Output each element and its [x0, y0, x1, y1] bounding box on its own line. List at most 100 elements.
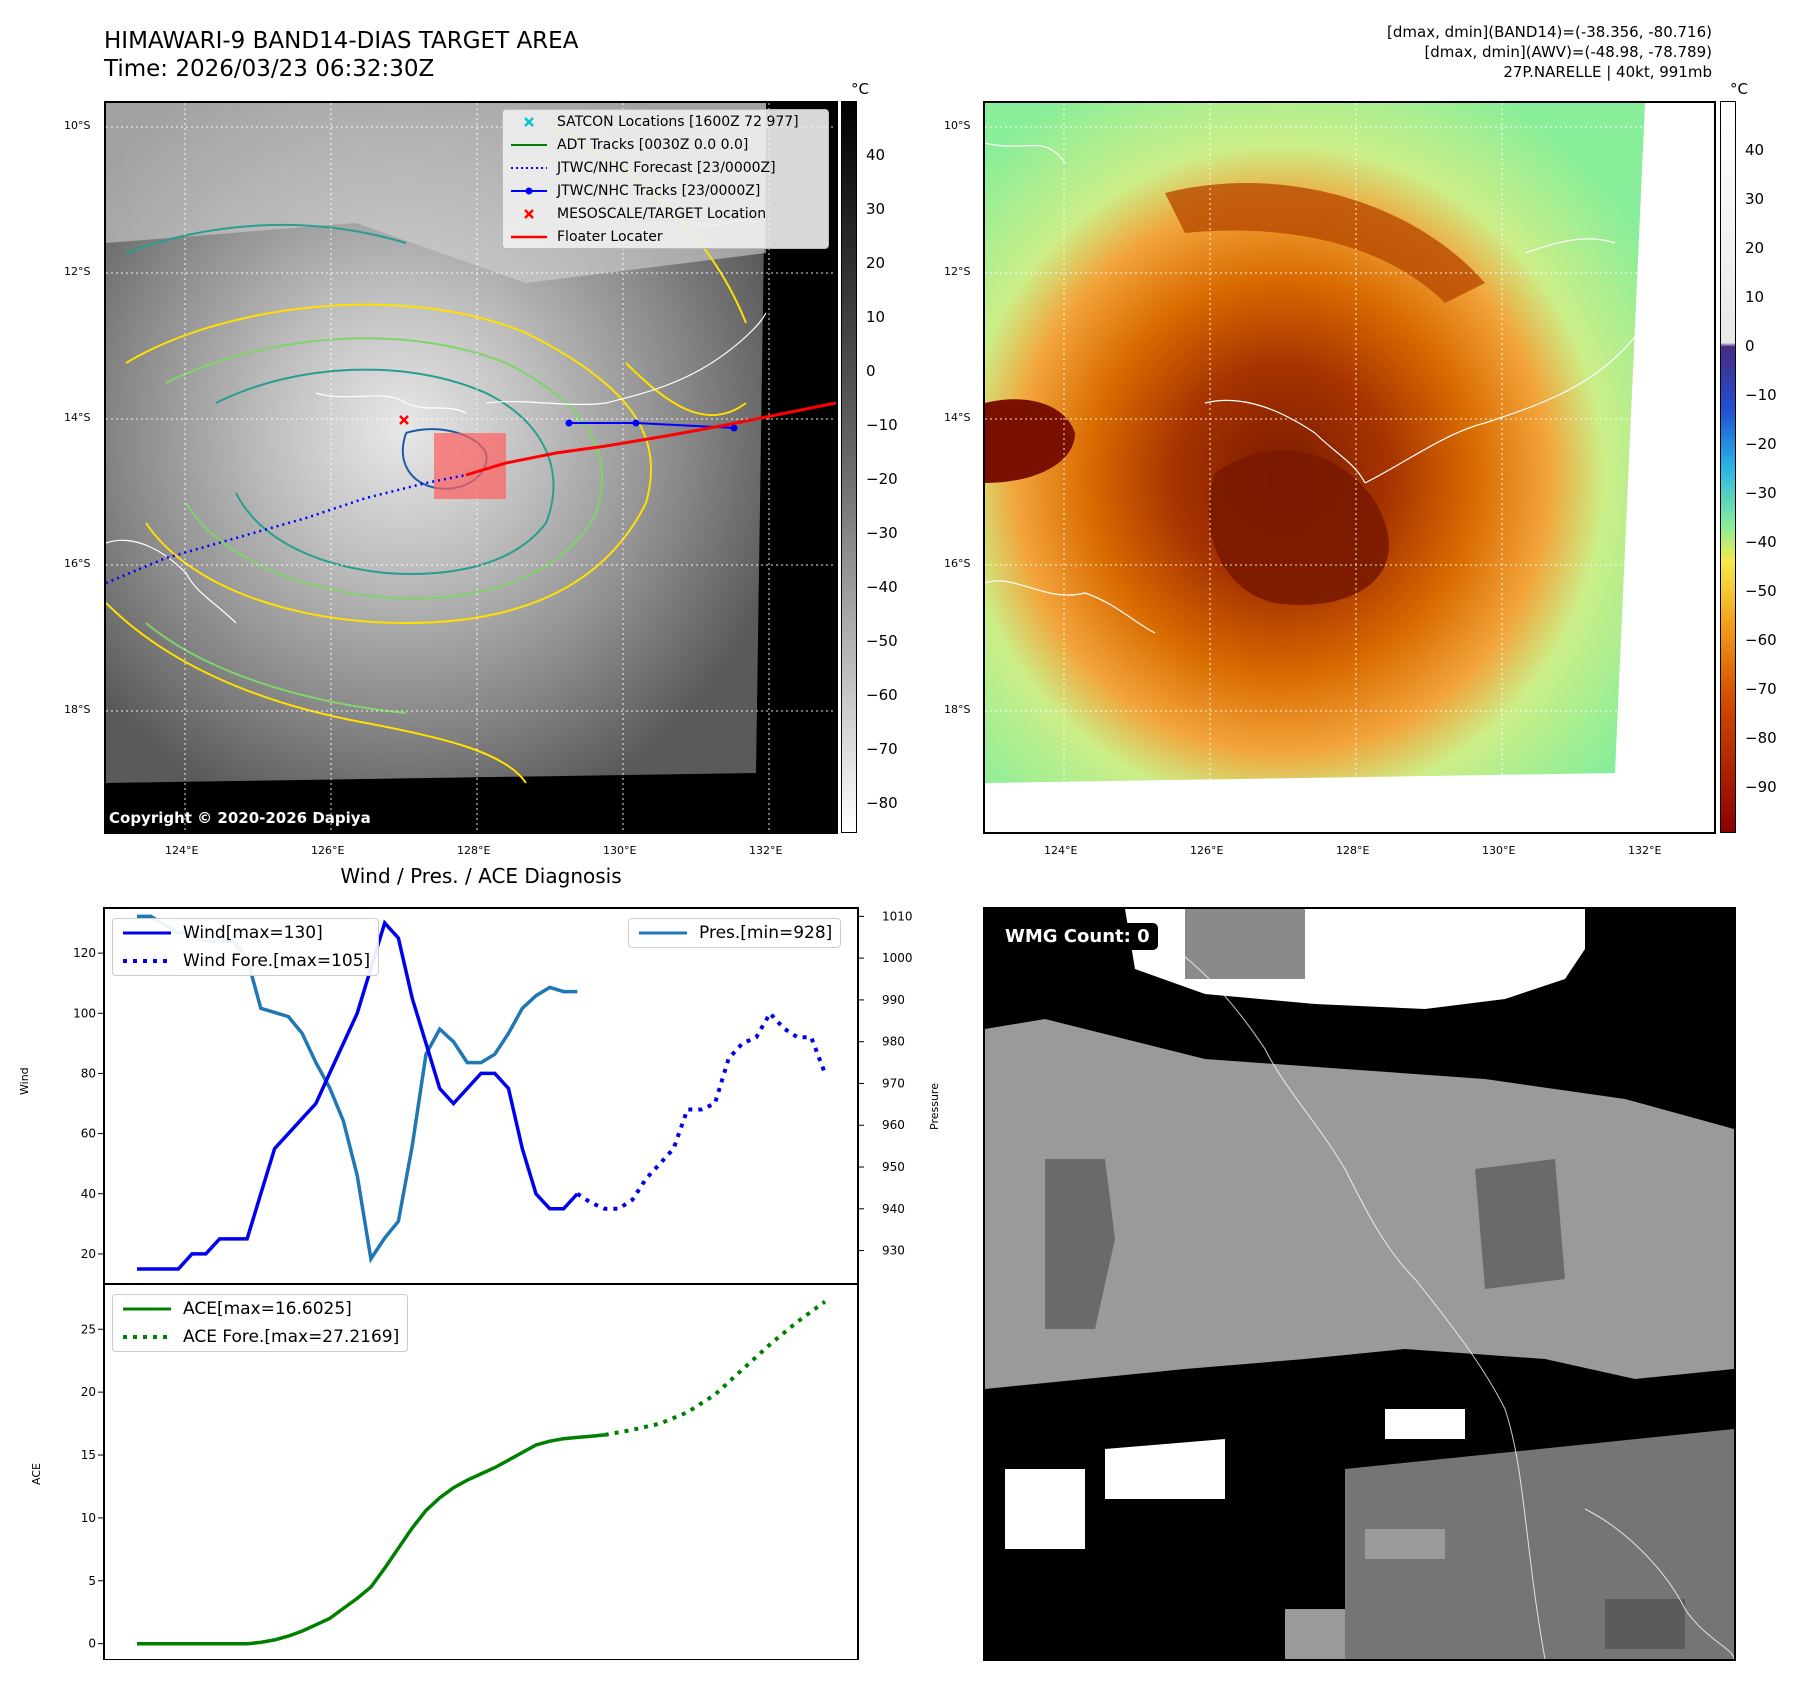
pressure-ytick: 950	[882, 1160, 905, 1174]
cbar-right-tick: 40	[1745, 141, 1765, 159]
mesoscale-x-icon	[509, 206, 549, 222]
cbar-left-tick: −80	[866, 794, 898, 812]
lon-label: 128°E	[1336, 844, 1370, 857]
legend-wind-fore: Wind Fore.[max=105]	[113, 947, 378, 975]
ace-dotted-icon	[123, 1335, 171, 1339]
cbar-right-tick: −50	[1745, 582, 1777, 600]
cbar-left-tick: 10	[866, 308, 886, 326]
lat-label: 14°S	[64, 411, 91, 424]
cbar-right-tick: 10	[1745, 288, 1765, 306]
wind-ylabel: Wind	[18, 1067, 31, 1095]
lat-label: 18°S	[64, 703, 91, 716]
cbar-left-tick: −10	[866, 416, 898, 434]
wind-line	[137, 919, 579, 1271]
cbar-right-tick: 20	[1745, 239, 1765, 257]
ace-legend: ACE[max=16.6025] ACE Fore.[max=27.2169]	[112, 1294, 409, 1352]
lon-label: 132°E	[749, 844, 783, 857]
wind-ytick: 100	[73, 1006, 96, 1020]
lat-label: 16°S	[944, 557, 971, 570]
lat-label: 18°S	[944, 703, 971, 716]
wmg-panel: WMG Count: 0	[983, 907, 1736, 1661]
diagnosis-title: Wind / Pres. / ACE Diagnosis	[340, 864, 622, 888]
lon-label: 130°E	[1482, 844, 1516, 857]
lon-label: 132°E	[1628, 844, 1662, 857]
cbar-left-tick: −40	[866, 578, 898, 596]
wmg-count-label: WMG Count: 0	[997, 923, 1158, 950]
colorbar-right	[1720, 101, 1736, 833]
lat-label: 12°S	[64, 265, 91, 278]
figure-title: HIMAWARI-9 BAND14-DIAS TARGET AREA	[104, 28, 579, 54]
lon-label: 124°E	[1044, 844, 1078, 857]
ace-solid-icon	[123, 1307, 171, 1311]
satcon-x-icon	[509, 114, 549, 130]
cbar-right-tick: 0	[1745, 337, 1755, 355]
wind-legend: Wind[max=130] Wind Fore.[max=105]	[112, 918, 380, 976]
floater-line-icon	[509, 229, 549, 245]
info-band14: [dmax, dmin](BAND14)=(-38.356, -80.716)	[1387, 23, 1712, 41]
cbar-right-tick: −20	[1745, 435, 1777, 453]
pressure-ytick: 970	[882, 1076, 905, 1090]
cbar-left-tick: 20	[866, 254, 886, 272]
lon-label: 124°E	[165, 844, 199, 857]
copyright-text: Copyright © 2020-2026 Dapiya	[109, 809, 371, 827]
cbar-right-tick: 30	[1745, 190, 1765, 208]
ace-ytick: 15	[81, 1448, 96, 1462]
colorbar-right-unit: °C	[1730, 80, 1748, 98]
cbar-right-tick: −90	[1745, 778, 1777, 796]
legend-mesoscale: MESOSCALE/TARGET Location	[503, 202, 828, 225]
lat-label: 10°S	[944, 119, 971, 132]
pressure-ytick: 980	[882, 1035, 905, 1049]
lat-label: 16°S	[64, 557, 91, 570]
lon-label: 128°E	[457, 844, 491, 857]
wind-ytick: 20	[81, 1247, 96, 1261]
wind-ytick: 40	[81, 1187, 96, 1201]
cbar-left-tick: −20	[866, 470, 898, 488]
pressure-ytick: 1010	[882, 909, 913, 923]
pressure-ytick: 930	[882, 1244, 905, 1258]
lon-label: 126°E	[311, 844, 345, 857]
legend-floater: Floater Locater	[503, 225, 828, 248]
map-legend: SATCON Locations [1600Z 72 977] ADT Trac…	[502, 109, 829, 249]
cbar-left-tick: −60	[866, 686, 898, 704]
ace-ytick: 20	[81, 1385, 96, 1399]
lon-label: 126°E	[1190, 844, 1224, 857]
ace-ytick: 5	[88, 1574, 96, 1588]
legend-pres: Pres.[min=928]	[629, 919, 840, 947]
wmg-image	[985, 909, 1734, 1659]
pressure-ytick: 960	[882, 1118, 905, 1132]
wind-ytick: 120	[73, 946, 96, 960]
legend-jtwc-forecast: JTWC/NHC Forecast [23/0000Z]	[503, 156, 828, 179]
cbar-right-tick: −10	[1745, 386, 1777, 404]
adt-line-icon	[509, 137, 549, 153]
pressure-ytick: 1000	[882, 951, 913, 965]
pressure-ytick: 990	[882, 993, 905, 1007]
legend-adt: ADT Tracks [0030Z 0.0 0.0]	[503, 133, 828, 156]
cbar-left-tick: −30	[866, 524, 898, 542]
ace-line	[137, 1433, 605, 1646]
band14-map-panel: Copyright © 2020-2026 Dapiya SATCON Loca…	[104, 101, 838, 834]
ace-ylabel: ACE	[30, 1463, 43, 1485]
cbar-right-tick: −40	[1745, 533, 1777, 551]
lat-label: 10°S	[64, 119, 91, 132]
lat-label: 14°S	[944, 411, 971, 424]
legend-jtwc-tracks: JTWC/NHC Tracks [23/0000Z]	[503, 179, 828, 202]
forecast-dotted-icon	[509, 160, 549, 176]
colorbar-left	[841, 101, 857, 833]
colorbar-left-unit: °C	[851, 80, 869, 98]
cbar-left-tick: −70	[866, 740, 898, 758]
pressure-ylabel: Pressure	[928, 1083, 941, 1130]
cbar-left-tick: 30	[866, 200, 886, 218]
info-storm: 27P.NARELLE | 40kt, 991mb	[1503, 63, 1712, 81]
wind-ytick: 60	[81, 1127, 96, 1141]
pres-solid-icon	[639, 931, 687, 935]
legend-satcon: SATCON Locations [1600Z 72 977]	[503, 110, 828, 133]
wind-ytick: 80	[81, 1066, 96, 1080]
lon-label: 130°E	[603, 844, 637, 857]
cbar-left-tick: −50	[866, 632, 898, 650]
legend-ace-fore: ACE Fore.[max=27.2169]	[113, 1323, 407, 1351]
ace-ytick: 10	[81, 1511, 96, 1525]
wind-dotted-icon	[123, 959, 171, 963]
cbar-left-tick: 40	[866, 146, 886, 164]
cbar-right-tick: −80	[1745, 729, 1777, 747]
